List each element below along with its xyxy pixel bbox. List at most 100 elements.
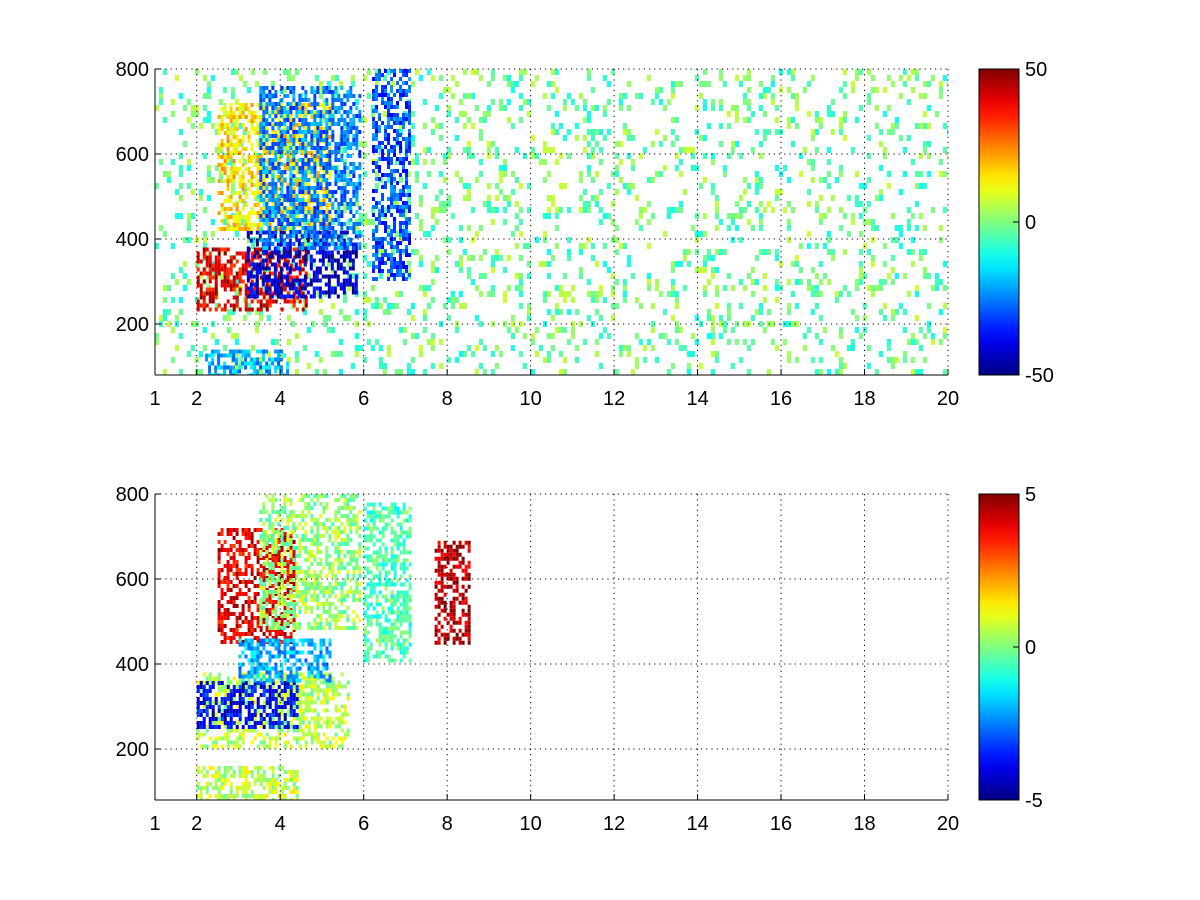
heatmap-cell (399, 193, 403, 197)
heatmap-cell (555, 213, 559, 219)
heatmap-cell (819, 177, 823, 183)
heatmap-cell (439, 189, 443, 195)
heatmap-cell (310, 223, 314, 227)
heatmap-cell (336, 278, 340, 283)
heatmap-cell (381, 97, 385, 101)
heatmap-cell (292, 135, 296, 139)
heatmap-cell (298, 672, 302, 677)
heatmap-cell (571, 333, 575, 339)
heatmap-cell (288, 242, 292, 247)
heatmap-cell (507, 255, 511, 261)
heatmap-cell (217, 357, 221, 362)
heatmap-cell (655, 93, 659, 99)
heatmap-cell (283, 242, 287, 246)
heatmap-cell (328, 182, 332, 186)
heatmap-cell (319, 134, 323, 138)
heatmap-cell (703, 231, 707, 237)
heatmap-cell (288, 266, 292, 271)
heatmap-cell (295, 351, 299, 357)
heatmap-cell (220, 720, 224, 725)
heatmap-cell (262, 198, 266, 202)
heatmap-cell (322, 218, 326, 222)
heatmap-cell (289, 166, 293, 170)
heatmap-cell (839, 369, 843, 375)
heatmap-cell (847, 231, 851, 237)
heatmap-cell (301, 166, 305, 170)
heatmap-cell (298, 170, 302, 174)
heatmap-cell (283, 94, 287, 98)
heatmap-cell (301, 716, 305, 721)
heatmap-cell (587, 171, 591, 177)
heatmap-cell (205, 303, 209, 308)
heatmap-cell (220, 684, 224, 689)
heatmap-cell (259, 115, 263, 119)
heatmap-cell (322, 194, 326, 198)
heatmap-cell (255, 278, 259, 283)
heatmap-cell (226, 353, 230, 358)
heatmap-cell (939, 159, 943, 165)
heatmap-cell (711, 273, 715, 279)
heatmap-cell (208, 251, 212, 256)
heatmap-cell (217, 263, 221, 268)
heatmap-cell (301, 700, 305, 705)
heatmap-cell (277, 142, 281, 146)
heatmap-cell (671, 315, 675, 321)
heatmap-cell (623, 345, 627, 351)
heatmap-cell (547, 81, 551, 87)
heatmap-cell (393, 177, 397, 181)
heatmap-cell (277, 159, 281, 163)
heatmap-cell (268, 238, 272, 242)
heatmap-cell (405, 101, 409, 105)
heatmap-cell (243, 159, 247, 165)
heatmap-cell (787, 351, 791, 357)
heatmap-cell (815, 129, 819, 135)
heatmap-cell (271, 126, 275, 130)
heatmap-cell (303, 237, 307, 243)
heatmap-cell (277, 102, 281, 106)
heatmap-cell (328, 215, 332, 219)
heatmap-cell (280, 86, 284, 90)
heatmap-cell (378, 157, 382, 161)
heatmap-cell (405, 265, 409, 269)
heatmap-cell (823, 177, 827, 183)
heatmap-cell (268, 182, 272, 186)
heatmap-cell (543, 261, 547, 267)
heatmap-cell (313, 684, 317, 689)
heatmap-cell (346, 226, 350, 230)
heatmap-cell (283, 740, 287, 745)
heatmap-cell (301, 736, 305, 741)
heatmap-cell (304, 226, 308, 230)
heatmap-cell (289, 299, 293, 304)
heatmap-cell (265, 127, 269, 131)
heatmap-cell (265, 159, 269, 163)
heatmap-cell (309, 266, 313, 271)
heatmap-cell (615, 249, 619, 255)
heatmap-cell (378, 201, 382, 205)
heatmap-cell (463, 249, 467, 255)
heatmap-cell (232, 676, 236, 681)
heatmap-cell (323, 369, 327, 375)
heatmap-cell (396, 249, 400, 253)
heatmap-cell (319, 138, 323, 142)
heatmap-cell (603, 75, 607, 81)
heatmap-cell (226, 223, 230, 227)
heatmap-cell (915, 171, 919, 177)
heatmap-cell (555, 243, 559, 249)
heatmap-cell (277, 119, 281, 123)
heatmap-cell (301, 110, 305, 114)
heatmap-cell (247, 361, 251, 366)
heatmap-cell (319, 127, 323, 131)
heatmap-cell (291, 177, 295, 183)
heatmap-cell (280, 211, 284, 215)
heatmap-cell (911, 261, 915, 267)
heatmap-cell (223, 207, 227, 211)
heatmap-cell (491, 285, 495, 291)
heatmap-cell (927, 303, 931, 309)
heatmap-cell (238, 107, 242, 111)
heatmap-cell (759, 213, 763, 219)
heatmap-cell (327, 230, 331, 235)
heatmap-cell (352, 126, 356, 130)
heatmap-cell (393, 129, 397, 133)
heatmap-cell (587, 315, 591, 321)
heatmap-cell (328, 86, 332, 90)
